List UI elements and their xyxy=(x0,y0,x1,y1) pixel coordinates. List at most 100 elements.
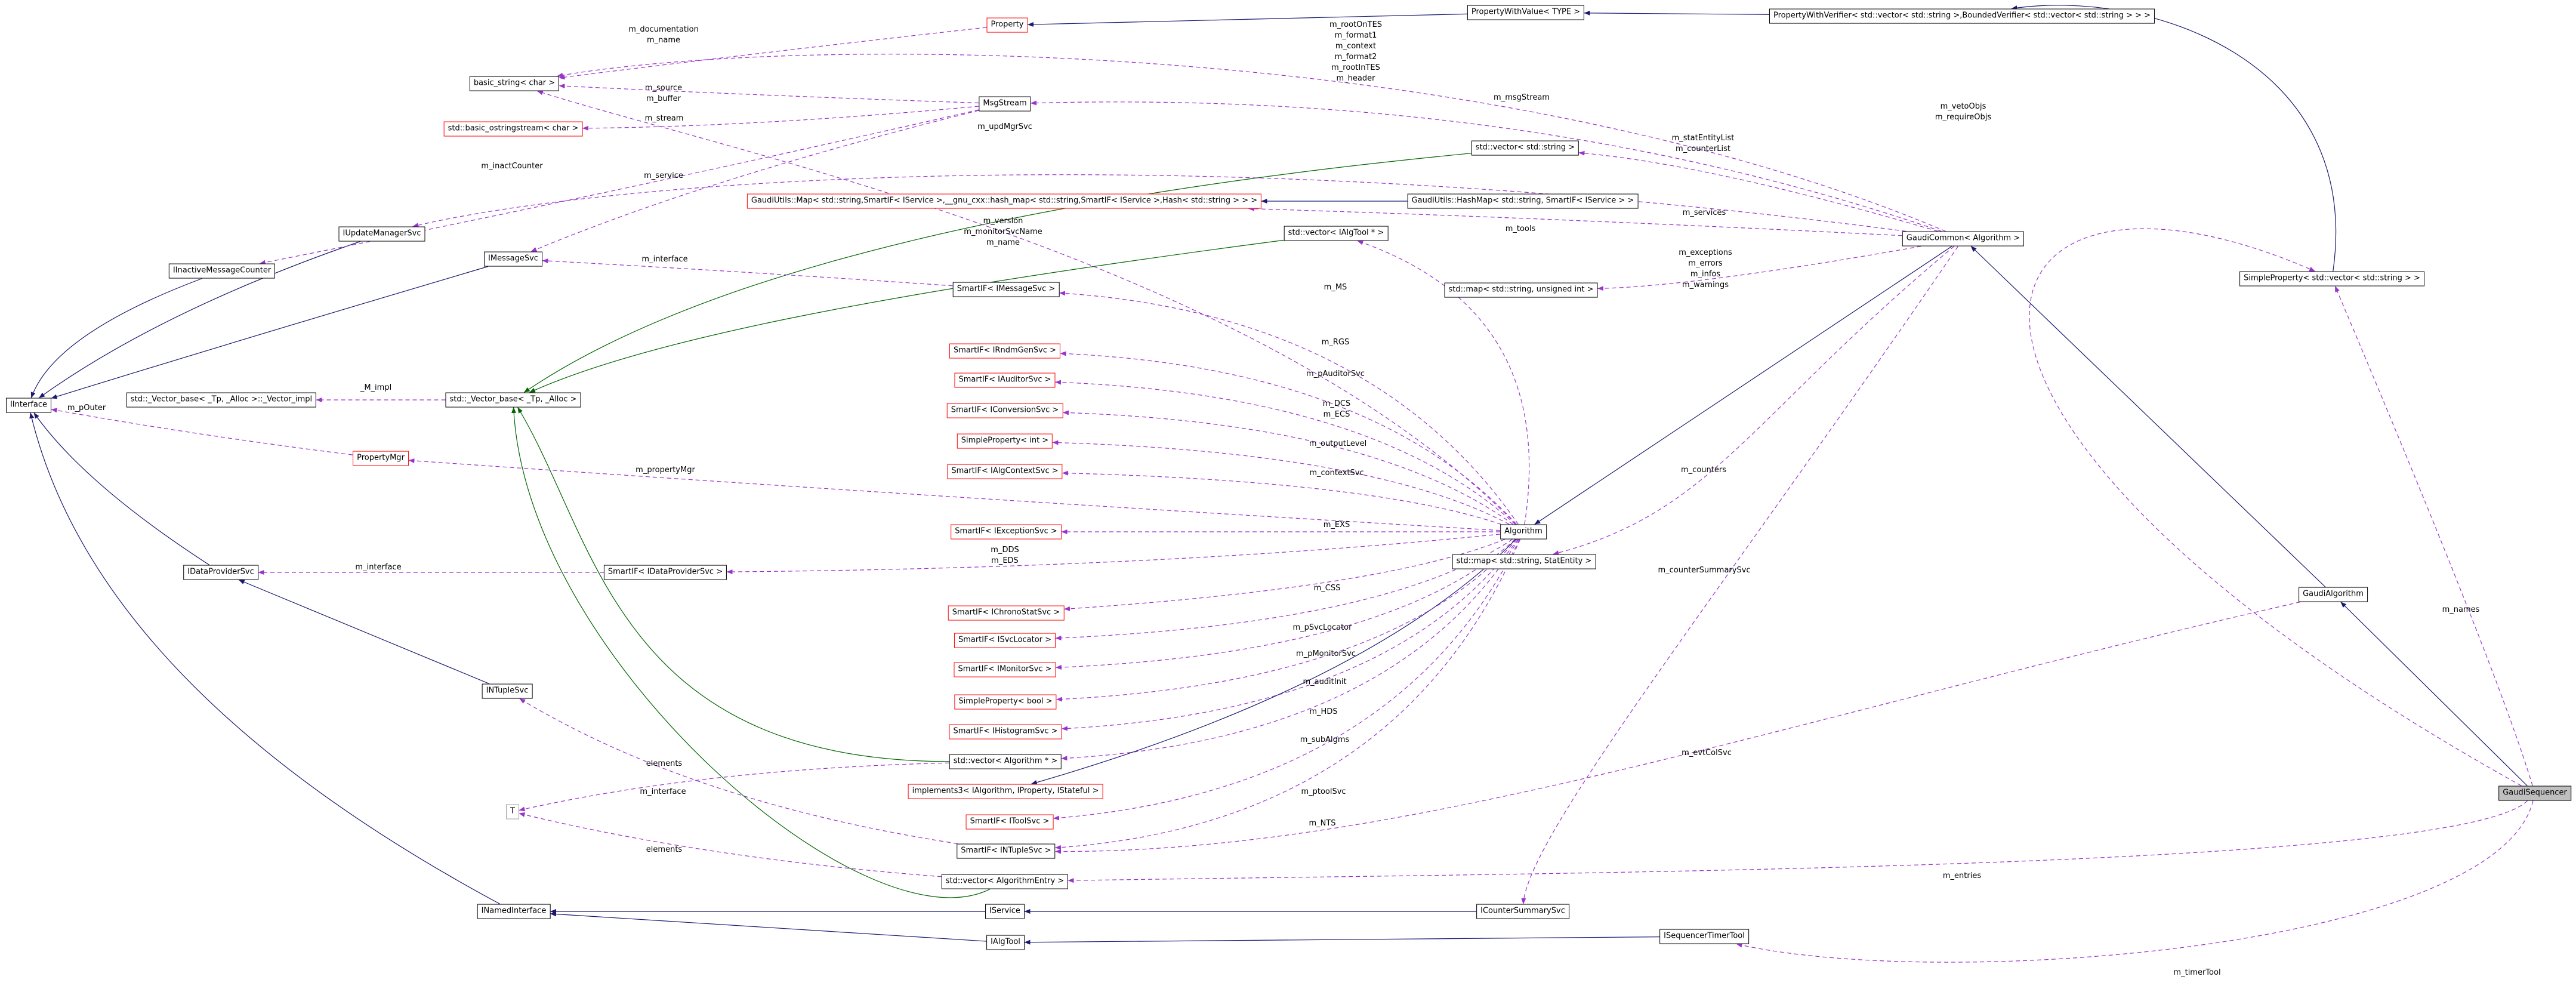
class-node-sif_ntuple[interactable]: SmartIF< INTupleSvc > xyxy=(957,843,1056,859)
edge-pwv-to-property xyxy=(1028,13,1468,27)
edge-algorithm-to-simpleprop_bool xyxy=(1056,539,1517,702)
edge-gaudisequencer-to-simpleprop_vs xyxy=(2029,228,2522,787)
class-node-gaudicommon[interactable]: GaudiCommon< Algorithm > xyxy=(1902,231,2025,247)
class-node-iinactive[interactable]: IInactiveMessageCounter xyxy=(168,263,276,279)
edge-gaudicommon-to-msgstream xyxy=(1031,100,1942,232)
edge-msgstream-to-basicstring xyxy=(559,84,979,104)
edge-algorithm-to-propertymgr xyxy=(408,458,1501,531)
edge-algorithm-to-sif_chrono xyxy=(1064,538,1506,611)
edge-algorithm-to-simpleprop_int xyxy=(1052,440,1510,525)
class-node-sif_monitor[interactable]: SmartIF< IMonitorSvc > xyxy=(954,662,1056,677)
class-node-pwv[interactable]: PropertyWithValue< TYPE > xyxy=(1467,5,1585,20)
class-node-sif_histo[interactable]: SmartIF< IHistogramSvc > xyxy=(949,724,1062,740)
edge-vecalgentry-to-tparam xyxy=(519,812,942,877)
class-node-sif_conv[interactable]: SmartIF< IConversionSvc > xyxy=(946,403,1063,418)
class-node-tparam[interactable]: T xyxy=(506,804,519,820)
class-node-intuplesvc[interactable]: INTupleSvc xyxy=(482,683,533,699)
class-node-sif_chrono[interactable]: SmartIF< IChronoStatSvc > xyxy=(948,605,1065,621)
class-node-imessagesvc[interactable]: IMessageSvc xyxy=(484,251,542,267)
edge-gaudialgorithm-to-sif_ntuple xyxy=(1055,601,2301,854)
edge-sif_msg-to-imessagesvc xyxy=(542,258,953,286)
class-node-icountersummary[interactable]: ICounterSummarySvc xyxy=(1476,904,1569,919)
edge-idataprovider-to-iinterface xyxy=(33,412,210,566)
class-node-iupdatemgr[interactable]: IUpdateManagerSvc xyxy=(338,226,425,242)
edge-algorithm-to-vecalgptr xyxy=(1061,539,1519,761)
class-node-gmap[interactable]: GaudiUtils::Map< std::string,SmartIF< IS… xyxy=(746,193,1262,209)
edge-gaudicommon-to-gmap xyxy=(1248,206,1903,236)
class-node-implements3[interactable]: implements3< IAlgorithm, IProperty, ISta… xyxy=(908,784,1103,799)
edge-msgstream-to-iinactive xyxy=(259,109,979,265)
class-node-sif_algctx[interactable]: SmartIF< IAlgContextSvc > xyxy=(947,464,1063,479)
edge-algorithm-to-sif_auditor xyxy=(1055,380,1516,525)
edge-msgstream-to-imessagesvc xyxy=(530,110,979,252)
edge-algorithm-to-sif_tool xyxy=(1053,539,1520,821)
edge-gaudicommon-to-vecstring xyxy=(1578,150,1938,232)
edge-gaudicommon-to-mapuint xyxy=(1597,245,1921,291)
class-node-vecialgtool[interactable]: std::vector< IAlgTool * > xyxy=(1284,226,1389,241)
edge-vecialgtool-to-vecbase xyxy=(529,239,1284,393)
class-node-mapstat[interactable]: std::map< std::string, StatEntity > xyxy=(1452,554,1596,569)
edge-gaudisequencer-to-vecalgentry xyxy=(1068,800,2528,883)
class-node-gaudialgorithm[interactable]: GaudiAlgorithm xyxy=(2299,587,2368,602)
class-node-vecalgentry[interactable]: std::vector< AlgorithmEntry > xyxy=(941,874,1069,889)
edge-algorithm-to-sif_histo xyxy=(1062,539,1519,731)
class-node-vecimpl[interactable]: std::_Vector_base< _Tp, _Alloc >::_Vecto… xyxy=(126,392,317,408)
edge-gaudisequencer-to-iseqtimer xyxy=(1736,800,2534,963)
edge-simpleprop_vs-to-pwverifier xyxy=(2011,5,2337,272)
class-node-sif_msg[interactable]: SmartIF< IMessageSvc > xyxy=(952,282,1060,297)
edge-algorithm-to-sif_dp xyxy=(726,534,1501,575)
class-node-algorithm[interactable]: Algorithm xyxy=(1500,524,1547,540)
edge-algorithm-to-sif_svcloc xyxy=(1055,539,1513,640)
class-node-simpleprop_vs[interactable]: SimpleProperty< std::vector< std::string… xyxy=(2239,271,2424,286)
class-node-iservice[interactable]: IService xyxy=(985,904,1025,919)
class-node-ialgtool[interactable]: IAlgTool xyxy=(986,935,1025,950)
class-node-propertymgr[interactable]: PropertyMgr xyxy=(353,451,409,466)
edge-algorithm-to-vecialgtool xyxy=(1357,240,1530,525)
class-node-mapuint[interactable]: std::map< std::string, unsigned int > xyxy=(1444,282,1598,298)
edge-gaudialgorithm-to-gaudicommon xyxy=(1970,246,2326,587)
edge-gaudisequencer-to-simpleprop_vs xyxy=(2334,286,2533,786)
edge-msgstream-to-ostringstream xyxy=(582,106,979,131)
edge-ialgtool-to-inamed xyxy=(550,911,987,942)
edge-vecalgentry-to-vecbase xyxy=(511,407,991,898)
class-node-simpleprop_bool[interactable]: SimpleProperty< bool > xyxy=(954,694,1057,710)
class-node-idataprovider[interactable]: IDataProviderSvc xyxy=(183,565,258,580)
class-node-sif_auditor[interactable]: SmartIF< IAuditorSvc > xyxy=(954,372,1056,388)
class-node-vecalgptr[interactable]: std::vector< Algorithm * > xyxy=(949,754,1062,769)
class-node-property[interactable]: Property xyxy=(986,17,1028,33)
edge-gaudicommon-to-algorithm xyxy=(1534,246,1952,525)
edge-algorithm-to-sif_conv xyxy=(1063,410,1514,525)
class-node-basicstring[interactable]: basic_string< char > xyxy=(469,76,560,91)
class-node-ostringstream[interactable]: std::basic_ostringstream< char > xyxy=(443,121,583,137)
edge-algorithm-to-sif_algctx xyxy=(1062,470,1501,525)
edge-propertymgr-to-iinterface xyxy=(51,408,353,455)
class-node-vecbase[interactable]: std::_Vector_base< _Tp, _Alloc > xyxy=(445,392,581,408)
class-node-pwverifier[interactable]: PropertyWithVerifier< std::vector< std::… xyxy=(1769,8,2155,24)
edge-vecstring-to-vecbase xyxy=(523,153,1472,393)
edge-property-to-basicstring xyxy=(559,27,987,80)
edge-algorithm-to-basicstring xyxy=(536,90,1517,525)
class-node-ghashmap[interactable]: GaudiUtils::HashMap< std::string, SmartI… xyxy=(1407,193,1639,209)
edge-vecalgptr-to-tparam xyxy=(519,762,950,812)
class-node-sif_svcloc[interactable]: SmartIF< ISvcLocator > xyxy=(954,633,1056,648)
edge-intuplesvc-to-idataprovider xyxy=(238,579,490,685)
class-node-iinterface[interactable]: IInterface xyxy=(5,398,52,413)
class-node-simpleprop_int[interactable]: SimpleProperty< int > xyxy=(957,433,1053,449)
edge-algorithm-to-sif_ntuple xyxy=(1055,539,1521,850)
class-node-sif_tool[interactable]: SmartIF< IToolSvc > xyxy=(965,814,1054,830)
edge-algorithm-to-sif_monitor xyxy=(1056,539,1516,670)
class-node-vecstring[interactable]: std::vector< std::string > xyxy=(1471,140,1579,156)
edge-iupdatemgr-to-iinterface xyxy=(39,241,361,398)
class-node-msgstream[interactable]: MsgStream xyxy=(979,96,1031,112)
edge-algorithm-to-sif_msg xyxy=(1059,291,1519,525)
edge-imessagesvc-to-iinterface xyxy=(51,266,488,399)
class-node-inamed[interactable]: INamedInterface xyxy=(477,904,551,919)
edge-pwverifier-to-pwv xyxy=(1584,10,1770,16)
edge-iinactive-to-iinterface xyxy=(30,278,202,398)
class-node-sif_exc[interactable]: SmartIF< IExceptionSvc > xyxy=(951,524,1062,540)
class-node-gaudisequencer[interactable]: GaudiSequencer xyxy=(2498,785,2571,801)
class-node-iseqtimer[interactable]: ISequencerTimerTool xyxy=(1659,929,1749,944)
class-node-sif_rndm[interactable]: SmartIF< IRndmGenSvc > xyxy=(949,343,1061,359)
class-node-sif_dp[interactable]: SmartIF< IDataProviderSvc > xyxy=(603,565,727,580)
